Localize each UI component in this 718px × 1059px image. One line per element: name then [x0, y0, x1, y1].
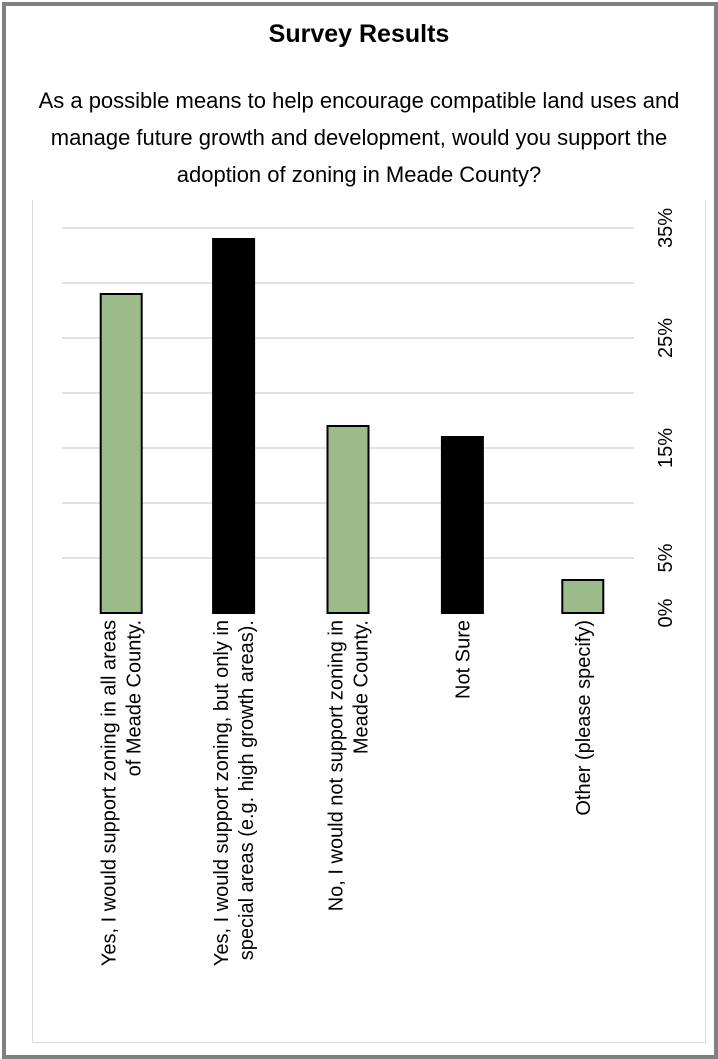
category-label: No, I would not support zoning in Meade C…	[326, 620, 373, 911]
category-label-line: Meade County.	[351, 620, 373, 754]
survey-question: As a possible means to help encourage co…	[38, 88, 680, 187]
category-label: Not Sure	[452, 620, 474, 699]
category-label-line: Other (please specify)	[573, 620, 595, 816]
category-label-line: Yes, I would support zoning, but only in	[211, 620, 233, 966]
category-label-line: No, I would not support zoning in	[326, 620, 348, 911]
y-tick-label: 15%	[655, 428, 677, 468]
bar	[99, 293, 143, 614]
category-label-line: Yes, I would support zoning in all areas	[99, 620, 121, 966]
category-label-line: special areas (e.g. high growth areas).	[236, 620, 258, 960]
bar	[561, 579, 605, 614]
y-tick-label: 25%	[655, 318, 677, 358]
chart-title: Survey Results	[268, 20, 450, 48]
bar	[440, 436, 484, 614]
y-tick-label: 35%	[655, 208, 677, 248]
bar	[212, 238, 256, 614]
category-label-line: of Meade County.	[124, 620, 146, 776]
bar	[326, 425, 370, 614]
category-label-line: Not Sure	[452, 620, 474, 699]
category-label: Yes, I would support zoning, but only in…	[211, 620, 258, 966]
plot-frame	[32, 200, 706, 1043]
y-tick-label: 5%	[655, 543, 677, 572]
category-label: Yes, I would support zoning in all areas…	[99, 620, 146, 966]
category-label: Other (please specify)	[573, 620, 595, 816]
y-tick-label: 0%	[655, 598, 677, 627]
